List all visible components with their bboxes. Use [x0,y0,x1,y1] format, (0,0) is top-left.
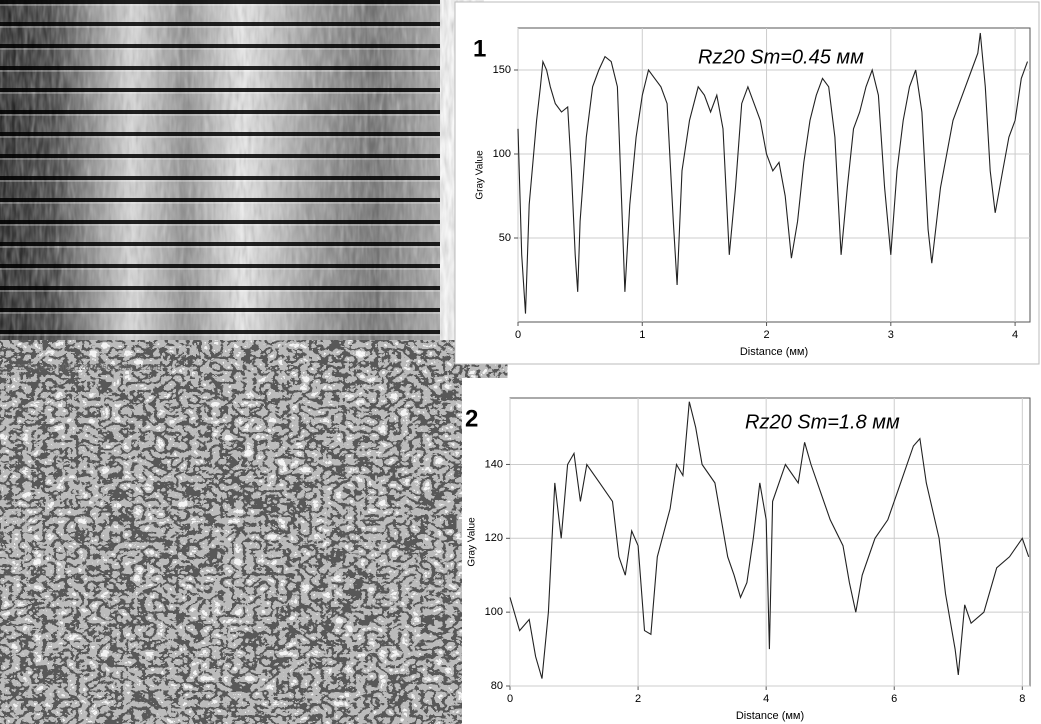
y-tick-label: 150 [493,64,511,76]
x-tick-label: 8 [1019,693,1025,705]
x-tick-label: 4 [763,693,769,705]
x-tick-label: 2 [635,693,641,705]
y-tick-label: 100 [485,606,503,618]
y-axis-label: Gray Value [467,517,478,567]
data-line [517,32,1029,314]
y-axis-label: Gray Value [475,150,486,200]
panel-label: 1 [473,35,486,62]
y-tick-label: 80 [491,680,503,692]
annotation: Rz20 Sm=0.45 мм [698,46,864,68]
y-tick-label: 50 [499,232,511,244]
x-tick-label: 4 [1012,329,1018,341]
x-tick-label: 0 [507,693,513,705]
x-tick-label: 3 [888,329,894,341]
micrograph-top [0,0,440,360]
plot-area [517,27,1031,323]
y-tick-label: 100 [493,148,511,160]
micrograph-bottom [10,375,462,724]
x-axis-label: Distance (мм) [740,346,808,358]
annotation: Rz20 Sm=1.8 мм [745,411,900,433]
x-tick-label: 6 [891,693,897,705]
y-tick-label: 140 [485,458,503,470]
x-tick-label: 1 [639,329,645,341]
image-caption: 12.53x9.40 MM (1280x960); 8-bit; 1.2MB [16,363,161,372]
x-tick-label: 0 [515,329,521,341]
panel-label: 2 [465,405,478,432]
x-axis-label: Distance (мм) [736,710,804,722]
data-line [509,401,1030,679]
x-tick-label: 2 [763,329,769,341]
y-tick-label: 120 [485,532,503,544]
